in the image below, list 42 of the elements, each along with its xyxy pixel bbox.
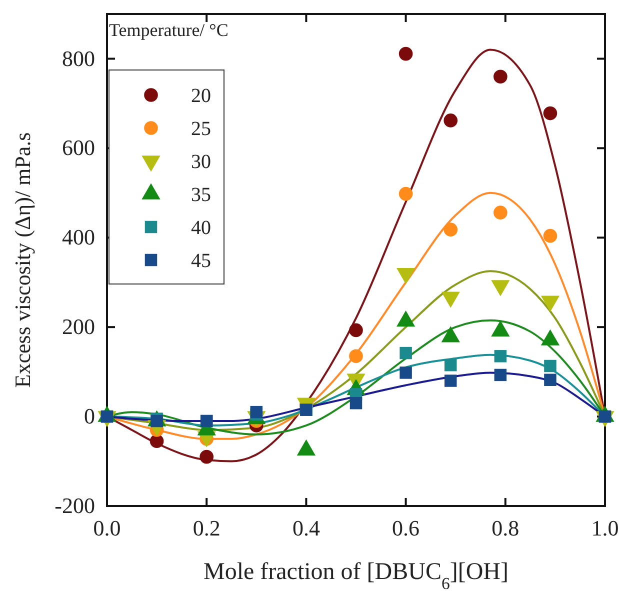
y-tick-label: 200: [62, 314, 95, 340]
point: [544, 374, 556, 386]
y-tick-label: 0: [84, 404, 95, 429]
point: [444, 114, 458, 128]
point: [444, 222, 458, 236]
y-tick-label: 800: [62, 46, 95, 71]
x-tick-label: 1.0: [591, 516, 619, 541]
point: [350, 397, 362, 410]
x-tick-label: 0.4: [292, 516, 320, 541]
point: [250, 406, 263, 418]
legend-title: Temperature/ °C: [109, 20, 228, 40]
point: [494, 70, 508, 84]
point: [349, 323, 363, 338]
point: [444, 374, 457, 387]
legend-label: 40: [191, 217, 211, 239]
point: [400, 346, 412, 360]
legend-label: 25: [191, 118, 211, 140]
point: [494, 368, 507, 382]
point: [543, 228, 558, 243]
legend-label: 30: [191, 151, 211, 173]
legend-label: 35: [191, 184, 211, 206]
point: [398, 46, 413, 61]
x-tick-label: 0.2: [192, 516, 220, 541]
x-tick-label: 0.6: [392, 516, 420, 541]
legend-label: 20: [191, 85, 211, 107]
point: [494, 206, 508, 220]
point: [200, 450, 214, 464]
point: [494, 350, 507, 362]
point: [543, 106, 558, 120]
point: [544, 360, 556, 372]
x-axis-title: Mole fraction of [DBUC$_{6}$][OH]: [204, 559, 508, 591]
y-tick-label: 400: [62, 224, 95, 250]
point: [444, 358, 457, 372]
point: [398, 186, 413, 201]
point: [349, 349, 363, 364]
y-axis-title: Excess viscosity (Δη)/ mPa.s: [10, 132, 35, 388]
x-tick-label: 0.8: [492, 516, 520, 541]
x-tick-label: 0.0: [93, 516, 121, 541]
point: [400, 366, 412, 379]
legend-label: 45: [191, 250, 211, 272]
y-tick-label: -200: [54, 493, 95, 518]
y-tick-label: 600: [62, 135, 95, 160]
